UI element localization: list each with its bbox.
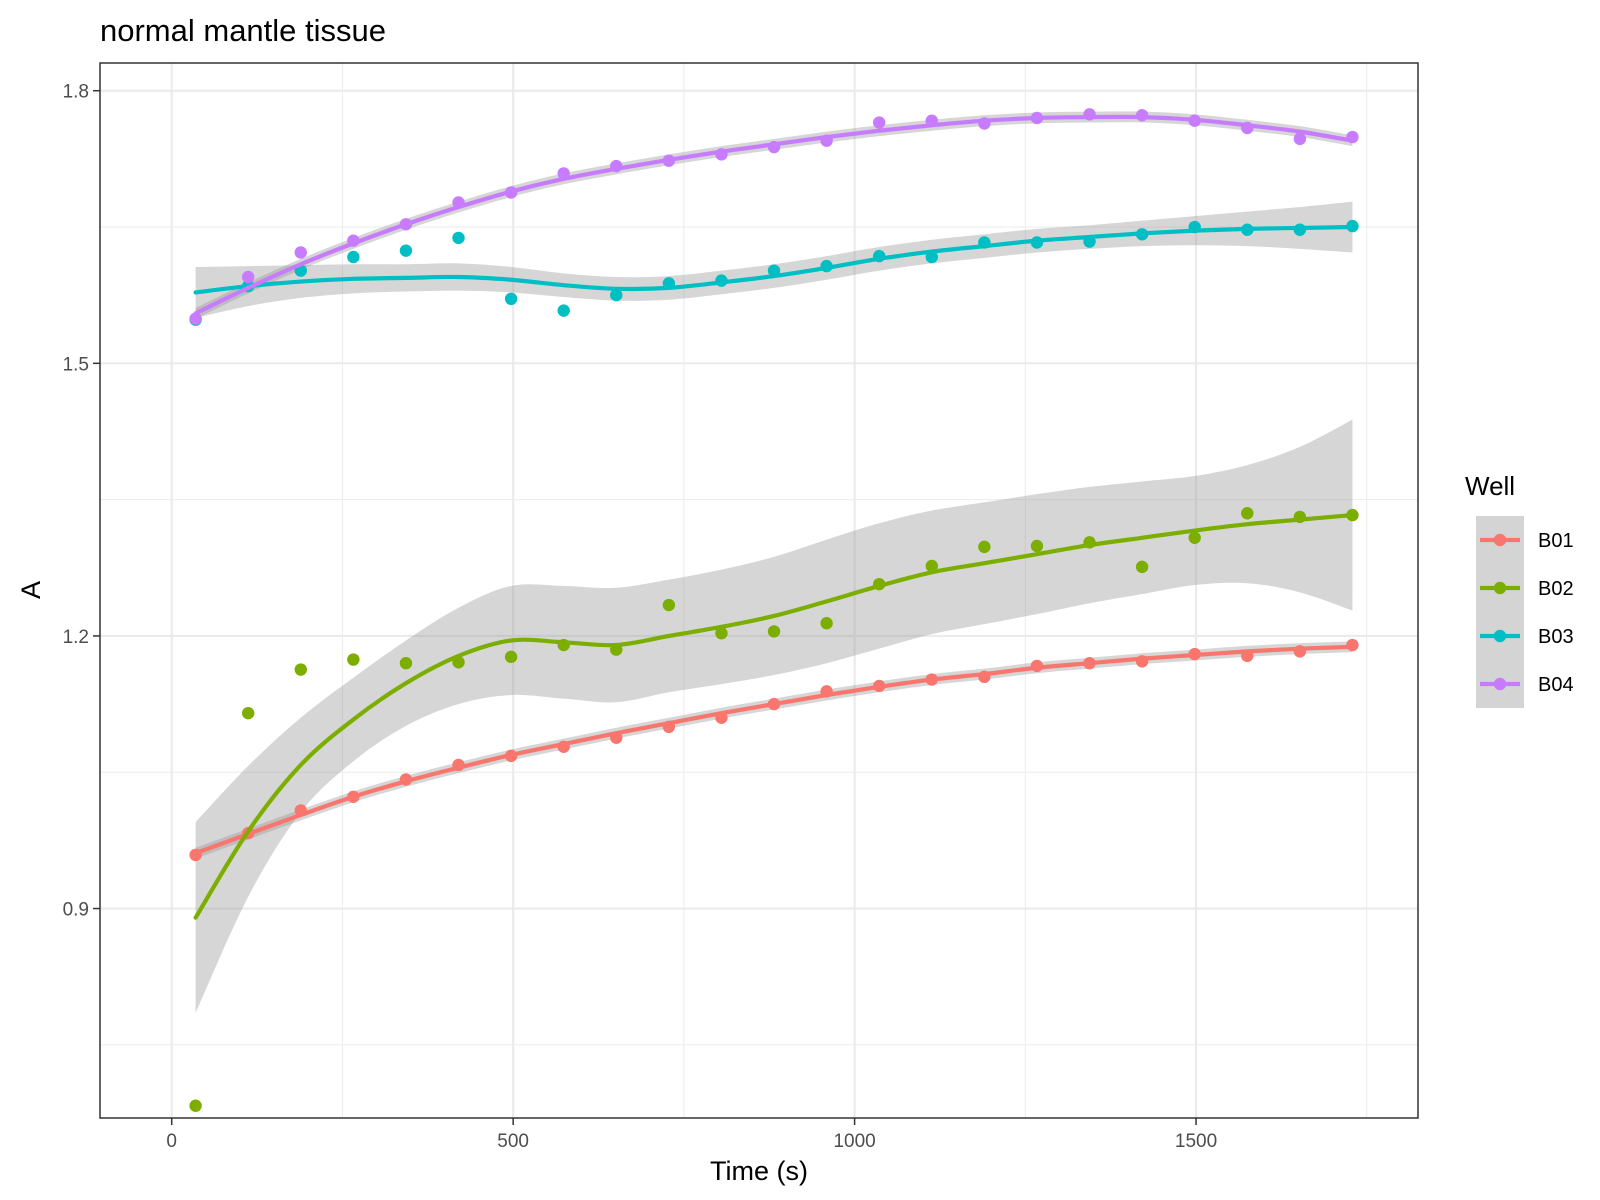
- legend-key-point-B01: [1493, 533, 1507, 547]
- y-tick-label: 1.2: [63, 627, 89, 648]
- data-point-B02: [978, 540, 991, 554]
- legend-title: Well: [1465, 471, 1515, 501]
- data-point-B02: [399, 656, 413, 670]
- data-point-B03: [399, 244, 413, 257]
- smooth-line-B01: [193, 644, 1355, 856]
- data-point-B02: [715, 627, 728, 640]
- smooth-line-B03: [193, 224, 1355, 295]
- data-point-B02: [767, 625, 781, 638]
- x-axis-title: Time (s): [710, 1156, 808, 1186]
- data-point-B04: [294, 246, 307, 259]
- legend-label-B03: B03: [1538, 626, 1574, 648]
- data-point-B04: [189, 312, 202, 325]
- x-tick-label: 1500: [1175, 1131, 1217, 1152]
- y-tick-label: 1.5: [63, 354, 89, 375]
- y-axis: 0.9 1.2 1.5 1.8: [63, 82, 100, 921]
- legend-key-point-B04: [1493, 677, 1507, 691]
- data-point-B03: [504, 292, 518, 306]
- smooth-line-B04: [193, 114, 1355, 316]
- data-point-B02: [294, 663, 307, 676]
- chart-title: normal mantle tissue: [100, 13, 386, 48]
- x-tick-label: 0: [166, 1131, 177, 1152]
- y-tick-label: 1.8: [63, 82, 89, 103]
- data-point-B02: [925, 559, 938, 573]
- smooth-lines: [193, 114, 1355, 920]
- data-point-B02: [1188, 531, 1201, 544]
- data-point-B03: [610, 288, 623, 302]
- data-point-B02: [1241, 507, 1254, 520]
- data-point-B02: [189, 1099, 202, 1112]
- grid-minor: [100, 63, 1418, 1118]
- data-point-B02: [241, 706, 255, 720]
- data-point-B04: [872, 116, 886, 129]
- legend-label-B01: B01: [1538, 530, 1574, 552]
- data-point-B04: [1293, 132, 1307, 146]
- plot-background: [100, 63, 1418, 1118]
- x-tick-label: 1000: [833, 1131, 875, 1152]
- data-point-B02: [820, 617, 833, 630]
- data-point-B04: [241, 270, 255, 284]
- x-tick-label: 500: [497, 1131, 529, 1152]
- y-tick-label: 0.9: [63, 900, 89, 921]
- data-point-B02: [662, 598, 676, 612]
- data-point-B03: [452, 231, 465, 245]
- data-point-B02: [1030, 539, 1044, 553]
- data-point-B03: [347, 250, 360, 264]
- smooth-line-B02: [193, 512, 1355, 920]
- confidence-band-B03: [195, 201, 1353, 318]
- data-point-B02: [504, 650, 518, 664]
- legend-key-point-B03: [1493, 629, 1507, 643]
- legend: Well B01 B02 B03 B04: [1465, 471, 1574, 708]
- confidence-band-B02: [195, 419, 1353, 1014]
- x-axis: 0 500 1000 1500: [166, 1118, 1217, 1152]
- grid-major: [100, 63, 1418, 1118]
- data-point-B02: [1135, 560, 1149, 574]
- data-point-B02: [347, 653, 360, 666]
- plot-border: [99, 62, 1419, 1119]
- legend-label-B04: B04: [1538, 674, 1574, 696]
- legend-key-point-B02: [1493, 581, 1507, 595]
- legend-label-B02: B02: [1538, 578, 1574, 600]
- y-axis-title: A: [16, 581, 46, 599]
- data-point-B03: [557, 304, 570, 317]
